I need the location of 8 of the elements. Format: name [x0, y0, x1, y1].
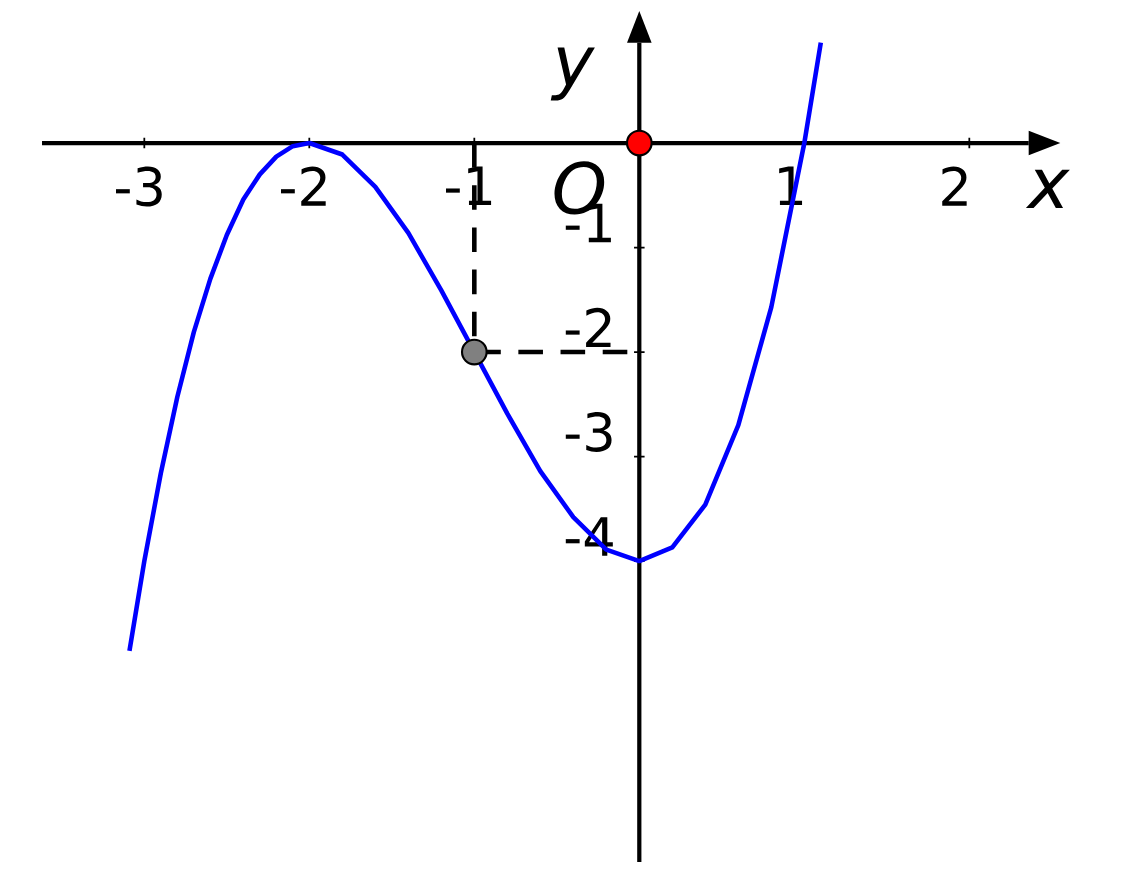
x-tick-label: -1 [445, 166, 492, 206]
x-axis-title: x [1025, 169, 1070, 209]
y-tick-label: -3 [565, 411, 612, 452]
x-tick-label: 2 [942, 166, 967, 206]
x-tick-label: -2 [280, 166, 326, 206]
x-tick-label: -3 [115, 166, 162, 207]
y-axis-title: y [550, 47, 595, 101]
y-tick-label: -2 [565, 307, 611, 347]
